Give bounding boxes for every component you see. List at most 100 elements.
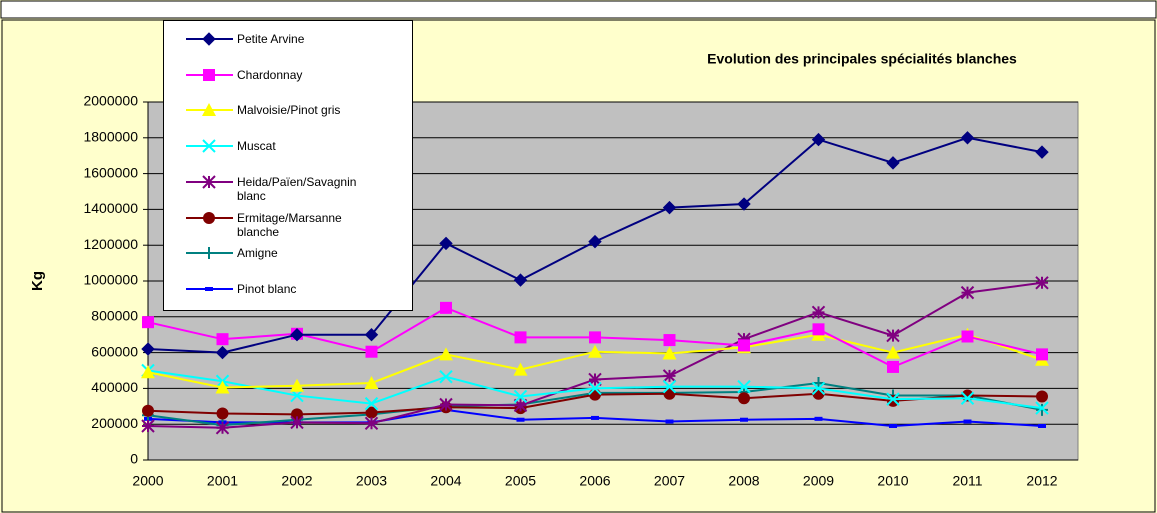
marker <box>202 32 216 46</box>
marker <box>202 139 216 153</box>
marker <box>516 417 525 422</box>
marker <box>889 423 897 428</box>
marker <box>203 68 215 81</box>
marker <box>886 328 900 343</box>
marker <box>738 339 750 352</box>
marker <box>1035 276 1049 290</box>
marker <box>202 175 216 189</box>
marker <box>961 330 974 343</box>
marker <box>886 345 900 359</box>
marker <box>589 388 601 401</box>
marker <box>591 415 599 420</box>
marker <box>737 379 751 394</box>
marker <box>364 396 379 411</box>
marker <box>290 327 304 342</box>
y-tick-label: 2000000 <box>83 93 138 109</box>
marker <box>960 391 975 405</box>
marker <box>141 342 155 356</box>
legend-label: Petite Arvine <box>237 32 305 46</box>
marker <box>513 273 528 287</box>
marker <box>737 197 751 211</box>
x-tick-label: 2002 <box>281 473 312 489</box>
y-tick-label: 1400000 <box>83 200 138 216</box>
marker <box>663 334 676 347</box>
legend-label: Heida/Païen/Savagnin blanc <box>237 174 357 203</box>
legend-symbol <box>186 211 233 224</box>
marker <box>662 200 677 215</box>
legend-label: Pinot blanc <box>237 281 297 296</box>
marker <box>963 419 972 424</box>
marker <box>364 376 379 390</box>
marker <box>513 362 528 376</box>
x-tick-label: 2001 <box>207 473 238 489</box>
marker <box>588 381 602 396</box>
marker <box>291 408 303 421</box>
marker <box>141 419 155 433</box>
x-tick-label: 2011 <box>952 473 982 489</box>
y-tick-label: 1200000 <box>83 236 138 252</box>
x-tick-label: 2005 <box>505 473 536 489</box>
legend: Petite Arvine Chardonnay Malvoisie/Pinot g… <box>163 20 413 311</box>
legend-label: Ermitage/Marsanne blanche <box>237 210 342 239</box>
legend-symbol <box>186 68 233 81</box>
marker <box>887 360 899 373</box>
marker <box>812 323 825 336</box>
marker <box>215 421 230 435</box>
marker <box>364 327 379 342</box>
marker <box>216 407 229 420</box>
chart-border <box>1 19 1156 513</box>
marker <box>142 316 154 329</box>
marker <box>215 380 230 394</box>
legend-symbol <box>186 247 233 260</box>
marker <box>665 419 674 424</box>
marker <box>1036 348 1048 361</box>
marker <box>960 285 975 300</box>
marker <box>811 381 826 396</box>
marker <box>588 234 602 249</box>
legend-label: Chardonnay <box>237 67 303 82</box>
x-tick-label: 2010 <box>877 473 908 489</box>
marker <box>886 156 900 170</box>
marker <box>738 392 750 405</box>
marker <box>588 344 602 358</box>
marker <box>202 103 216 117</box>
marker <box>1038 423 1046 428</box>
legend-symbol <box>186 103 233 117</box>
marker <box>811 305 826 320</box>
marker <box>514 331 527 344</box>
marker <box>439 347 453 361</box>
y-tick-label: 0 <box>130 451 138 467</box>
legend-symbol <box>186 175 233 189</box>
marker <box>141 365 155 379</box>
y-tick-label: 1000000 <box>83 272 138 288</box>
marker <box>814 416 823 421</box>
marker <box>365 345 378 358</box>
marker <box>513 389 528 404</box>
marker <box>513 398 528 413</box>
marker <box>887 394 899 407</box>
x-tick-label: 2012 <box>1026 473 1057 489</box>
marker <box>662 379 677 394</box>
marker <box>205 286 213 291</box>
marker <box>203 247 215 260</box>
marker <box>142 404 154 417</box>
y-tick-label: 200000 <box>91 415 138 431</box>
marker <box>886 392 900 406</box>
marker <box>365 406 378 419</box>
marker <box>439 370 453 384</box>
chart-title: Evolution des principales spécialités bl… <box>707 51 1017 67</box>
x-tick-label: 2006 <box>579 473 610 489</box>
legend-label: Malvoisie/Pinot gris <box>237 103 341 118</box>
marker <box>960 131 975 145</box>
marker <box>203 211 215 224</box>
marker <box>662 369 677 383</box>
legend-label: Muscat <box>237 139 276 154</box>
y-axis-label: Kg <box>29 271 46 291</box>
marker <box>364 416 379 431</box>
y-tick-label: 800000 <box>91 308 138 324</box>
marker <box>811 132 826 147</box>
marker <box>440 301 452 314</box>
marker <box>216 333 229 346</box>
x-tick-label: 2000 <box>132 473 163 489</box>
